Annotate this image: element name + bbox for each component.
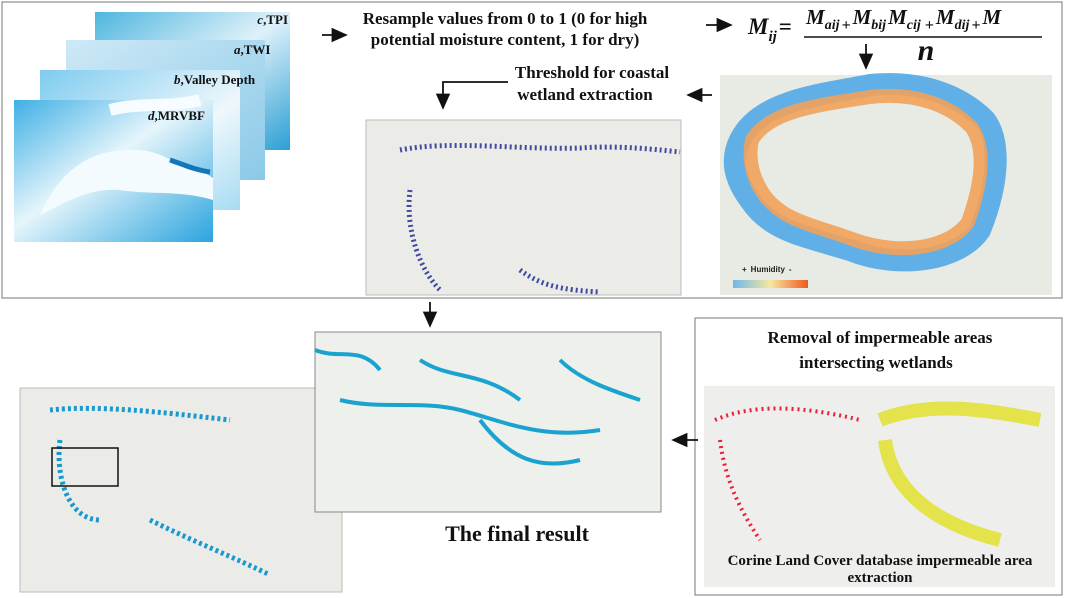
layer-label: d,MRVBF xyxy=(148,108,205,123)
humidity-coast xyxy=(723,73,1007,272)
formula-base: M xyxy=(935,5,956,29)
humidity-scale xyxy=(733,280,808,288)
impermeable-points xyxy=(714,406,861,542)
formula-base: M xyxy=(981,5,1002,29)
mrvbf-ridge xyxy=(108,94,202,116)
humidity-plus: + xyxy=(742,265,747,274)
formula-base: M xyxy=(852,5,873,29)
mrvbf-shape xyxy=(40,149,213,215)
formula-sub: ij xyxy=(768,29,777,45)
layer-letter: a xyxy=(234,42,241,57)
formula-sub: aij xyxy=(825,18,840,33)
final-map xyxy=(19,387,343,593)
humidity-wetland xyxy=(743,89,988,256)
layer-label: a,TWI xyxy=(234,42,270,57)
layer-letter: c xyxy=(257,12,263,27)
formula-base: M xyxy=(747,14,770,39)
threshold-wetlands xyxy=(399,142,681,295)
final-wetlands xyxy=(49,405,272,578)
layer-label: b,Valley Depth xyxy=(174,72,256,87)
mrvbf-channel xyxy=(169,157,211,175)
formula-base: M xyxy=(805,5,826,29)
threshold-map xyxy=(365,119,682,296)
removal-text: Removal of impermeable areas xyxy=(768,328,993,347)
removal-text: intersecting wetlands xyxy=(799,353,953,372)
layer-name: ,MRVBF xyxy=(155,108,206,123)
threshold-text: wetland extraction xyxy=(517,85,653,104)
formula-operator: + xyxy=(971,17,980,34)
corine-text: Corine Land Cover database impermeable a… xyxy=(728,553,1033,569)
final-result-title: The final result xyxy=(445,521,590,546)
humidity-minus: - xyxy=(789,265,792,274)
intersection-areas xyxy=(877,401,1042,547)
layer-letter: b xyxy=(174,72,181,87)
zoom-channels xyxy=(314,348,641,466)
removal-frame xyxy=(694,317,1063,596)
formula-operator: + xyxy=(841,17,850,34)
layer-letter: d xyxy=(148,108,155,123)
humidity-label: Humidity xyxy=(751,265,786,274)
formula-numerator: Maij +MbijMcij +Mdij +M xyxy=(805,5,1002,34)
formula-sub: cij xyxy=(907,18,921,33)
resample-text: Resample values from 0 to 1 (0 for high xyxy=(363,9,648,28)
layer-name: ,Valley Depth xyxy=(181,72,256,87)
resample-text: potential moisture content, 1 for dry) xyxy=(371,30,640,49)
arrow xyxy=(435,81,508,110)
layer-name: ,TPI xyxy=(263,12,288,27)
layer-name: ,TWI xyxy=(241,42,271,57)
layer-label: c,TPI xyxy=(257,12,288,27)
formula-sub: bij xyxy=(871,18,886,33)
zoom-box xyxy=(51,447,119,487)
formula-sub: dij xyxy=(955,18,970,33)
threshold-text: Threshold for coastal xyxy=(515,63,670,82)
humidity-legend: + Humidity - xyxy=(742,265,792,274)
formula-base: M xyxy=(887,5,908,29)
formula-operator: + xyxy=(925,17,934,34)
corine-text: extraction xyxy=(848,570,914,586)
formula-denominator: n xyxy=(918,34,935,67)
top-frame xyxy=(1,1,1063,299)
formula-equals: = xyxy=(779,14,792,39)
formula-lhs: Mij= xyxy=(747,14,792,45)
